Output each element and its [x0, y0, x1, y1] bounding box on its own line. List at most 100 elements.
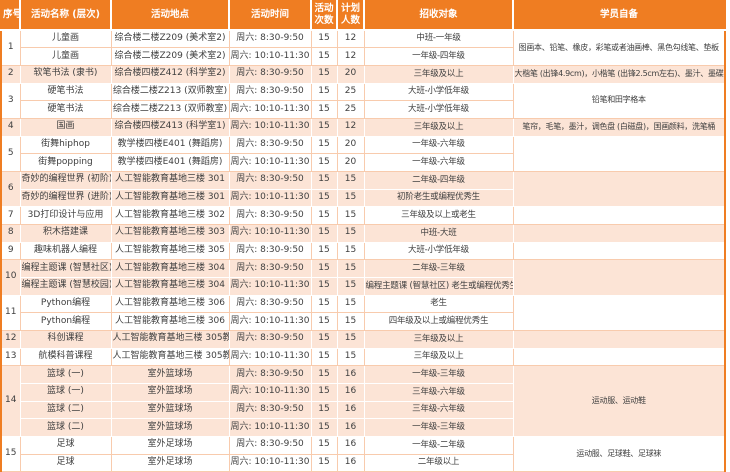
table-row: 篮球 (二) 室外篮球场 周六: 10:10-11:30 15 16 一年级-三年级 [1, 418, 725, 437]
cell-location: 人工智能教育基地三楼 304 [110, 259, 230, 278]
cell-target: 二年级-四年级 [363, 170, 514, 190]
cell-supplies [512, 170, 726, 208]
cell-time: 周六: 8:30-9:50 [228, 64, 312, 84]
cell-session-count: 15 [310, 117, 338, 137]
header-no: 序号 [1, 0, 21, 31]
cell-time: 周六: 10:10-11:30 [228, 223, 312, 243]
cell-time: 周六: 10:10-11:30 [228, 347, 312, 367]
cell-time: 周六: 8:30-9:50 [228, 29, 312, 49]
cell-target: 三年级及以上 [363, 117, 514, 137]
cell-target: 三年级及以上 [363, 347, 514, 367]
cell-time: 周六: 8:30-9:50 [228, 329, 312, 349]
cell-target: 一年级-四年级 [363, 47, 514, 66]
cell-supplies [512, 206, 726, 225]
cell-location: 人工智能教育基地三楼 306 [110, 312, 230, 331]
cell-activity-name: Python编程 [19, 312, 112, 331]
cell-no: 13 [0, 347, 21, 367]
table-row: 奇妙的编程世界 (进阶) 人工智能教育基地三楼 301 周六: 10:10-11:3… [1, 188, 725, 208]
cell-time: 周六: 10:10-11:30 [228, 418, 312, 437]
cell-time: 周六: 8:30-9:50 [228, 241, 312, 261]
cell-target: 一年级-六年级 [363, 135, 514, 155]
cell-no: 10 [0, 259, 21, 296]
cell-time: 周六: 10:10-11:30 [228, 188, 312, 208]
cell-location: 室外篮球场 [110, 400, 230, 420]
cell-planned-count: 15 [336, 259, 365, 278]
cell-location: 室外足球场 [110, 453, 230, 472]
cell-activity-name: 软笔书法 (隶书) [19, 64, 112, 84]
table-body: 1 儿童画 综合楼二楼Z209 (美术室2) 周六: 8:30-9:50 15 12 中班-… [0, 29, 726, 472]
cell-activity-name: 趣味机器人编程 [19, 241, 112, 261]
cell-location: 综合楼二楼Z209 (美术室2) [110, 47, 230, 66]
cell-target: 大班-小学低年级 [363, 241, 514, 261]
cell-time: 周六: 8:30-9:50 [228, 135, 312, 155]
cell-planned-count: 15 [336, 347, 365, 367]
cell-location: 综合楼四楼Z413 (科学室1) [110, 117, 230, 137]
cell-activity-name: 编程主题课 (智慧社区) [19, 259, 112, 278]
cell-session-count: 15 [310, 329, 338, 349]
cell-no: 14 [0, 365, 21, 437]
cell-supplies [512, 259, 726, 296]
cell-no: 7 [0, 206, 21, 225]
table-row: 街舞popping 教学楼四楼E401 (舞蹈房) 周六: 10:10-11:30 1… [1, 153, 725, 172]
table-row: 12 科创课程 人工智能教育基地三楼 305教室 周六: 8:30-9:50 15 15 三… [0, 329, 726, 349]
table-row: 1 儿童画 综合楼二楼Z209 (美术室2) 周六: 8:30-9:50 15 12 中班-… [0, 29, 726, 66]
cell-session-count: 15 [310, 418, 338, 437]
table-row: 4 国画 综合楼四楼Z413 (科学室1) 周六: 10:10-11:30 15 12 三年… [0, 117, 726, 137]
cell-session-count: 15 [310, 100, 338, 119]
cell-target: 一年级-六年级 [363, 153, 514, 172]
table-row: 13 航模科普课程 人工智能教育基地三楼 305教室 周六: 10:10-11:30 1… [0, 347, 726, 367]
cell-time: 周六: 10:10-11:30 [228, 153, 312, 172]
cell-session-count: 15 [310, 453, 338, 472]
cell-activity-name: 编程主题课 (智慧校园) [19, 276, 112, 296]
cell-time: 周六: 10:10-11:30 [228, 453, 312, 472]
cell-activity-name: 篮球 (一) [19, 365, 112, 384]
cell-planned-count: 12 [336, 117, 365, 137]
cell-time: 周六: 10:10-11:30 [228, 276, 312, 296]
table-row: 14 篮球 (一) 室外篮球场 周六: 8:30-9:50 15 16 一年级-三年级 运动服… [0, 365, 726, 437]
cell-activity-name: 科创课程 [19, 329, 112, 349]
cell-session-count: 15 [310, 170, 338, 190]
cell-session-count: 15 [310, 64, 338, 84]
cell-activity-name: 街舞hiphop [19, 135, 112, 155]
cell-target: 一年级-二年级 [363, 435, 514, 455]
header-planned-count: 计划人数 [337, 0, 365, 31]
header-activity-name: 活动名称 (层次) [20, 0, 112, 31]
cell-planned-count: 15 [336, 170, 365, 190]
cell-time: 周六: 8:30-9:50 [228, 435, 312, 455]
cell-location: 人工智能教育基地三楼 304 [110, 276, 230, 296]
cell-no: 2 [0, 64, 21, 84]
cell-location: 室外足球场 [110, 435, 230, 455]
table-row: 11 Python编程 人工智能教育基地三楼 306 周六: 8:30-9:50 15 1… [0, 294, 726, 331]
cell-target: 二年级以上 [363, 453, 514, 472]
cell-time: 周六: 8:30-9:50 [228, 400, 312, 420]
cell-target: 一年级-三年级 [363, 365, 514, 384]
cell-target: 三年级及以上 [363, 329, 514, 349]
cell-planned-count: 15 [336, 294, 365, 314]
cell-time: 周六: 8:30-9:50 [228, 206, 312, 225]
cell-planned-count: 16 [336, 453, 365, 472]
cell-activity-name: 3D打印设计与应用 [19, 206, 112, 225]
cell-no: 11 [0, 294, 21, 331]
cell-planned-count: 12 [336, 47, 365, 66]
cell-location: 人工智能教育基地三楼 303 [110, 223, 230, 243]
cell-location: 综合楼二楼Z209 (美术室2) [110, 29, 230, 49]
cell-planned-count: 16 [336, 382, 365, 402]
cell-target: 初阶老生或编程优秀生 [363, 188, 514, 208]
cell-session-count: 15 [310, 29, 338, 49]
cell-planned-count: 15 [336, 241, 365, 261]
cell-planned-count: 15 [336, 188, 365, 208]
cell-activity-name: 篮球 (二) [19, 418, 112, 437]
cell-no: 6 [0, 170, 21, 208]
cell-location: 教学楼四楼E401 (舞蹈房) [110, 135, 230, 155]
table-row: 9 趣味机器人编程 人工智能教育基地三楼 305 周六: 8:30-9:50 15 15 大… [0, 241, 726, 261]
header-time: 活动时间 [229, 0, 312, 31]
cell-supplies: 运动服、运动鞋 [512, 365, 726, 437]
cell-no: 12 [0, 329, 21, 349]
cell-session-count: 15 [310, 188, 338, 208]
cell-no: 3 [0, 82, 21, 119]
cell-planned-count: 15 [336, 276, 365, 296]
cell-target: 中班-一年级 [363, 29, 514, 49]
cell-activity-name: 国画 [19, 117, 112, 137]
